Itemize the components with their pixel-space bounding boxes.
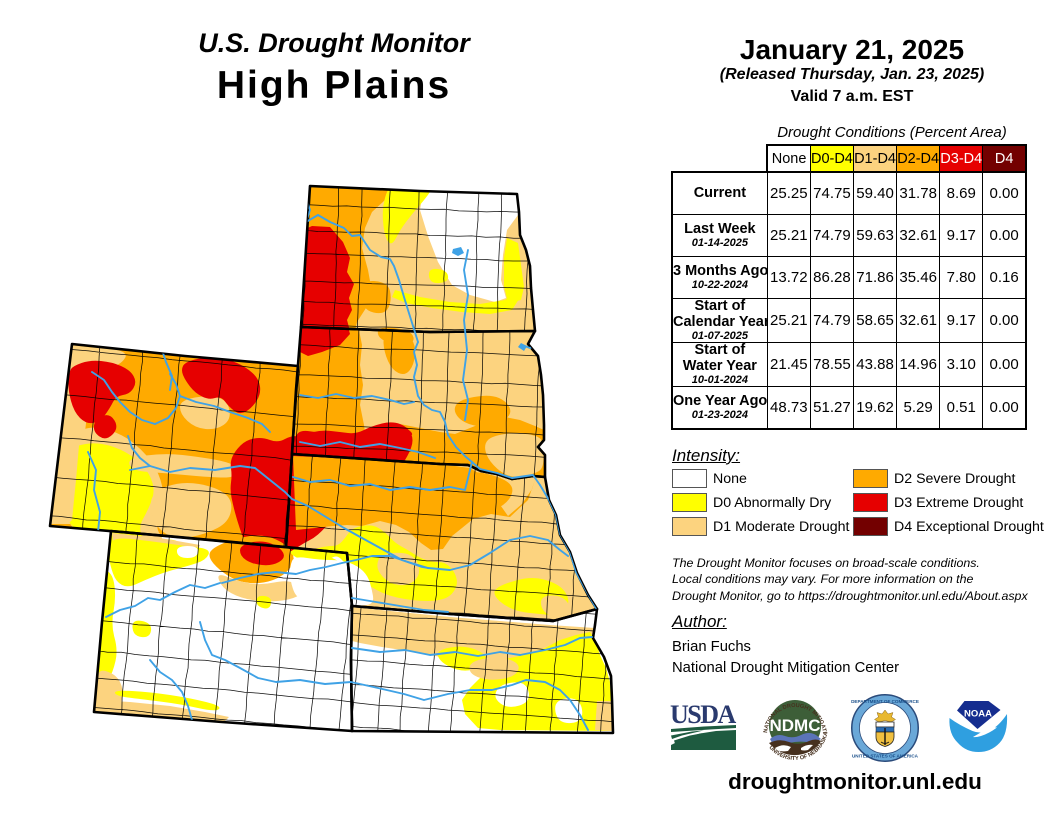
- svg-text:UNITED STATES OF AMERICA: UNITED STATES OF AMERICA: [852, 754, 919, 759]
- svg-text:DEPARTMENT OF COMMERCE: DEPARTMENT OF COMMERCE: [851, 699, 919, 704]
- svg-text:NOAA: NOAA: [964, 709, 992, 720]
- svg-text:NDMC: NDMC: [770, 716, 821, 735]
- svg-text:USDA: USDA: [670, 702, 737, 729]
